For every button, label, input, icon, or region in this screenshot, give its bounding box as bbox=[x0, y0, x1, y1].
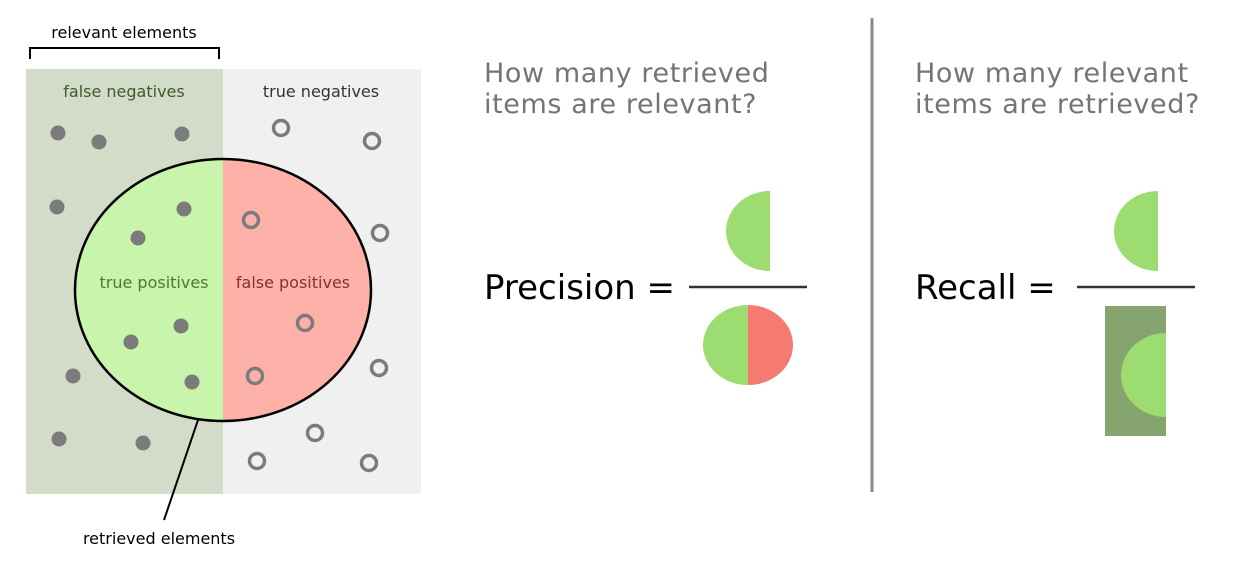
relevant-dot bbox=[174, 126, 190, 142]
false-negatives-label: false negatives bbox=[63, 82, 184, 101]
irrelevant-circle bbox=[295, 313, 315, 333]
recall-question-line1: How many relevant bbox=[915, 58, 1189, 89]
irrelevant-circle bbox=[247, 451, 267, 471]
precision-denominator-false-positives bbox=[748, 305, 793, 385]
relevant-dot bbox=[91, 134, 107, 150]
retrieved-elements-label: retrieved elements bbox=[83, 529, 235, 548]
irrelevant-circle bbox=[245, 366, 265, 386]
recall-question: How many relevant items are retrieved? bbox=[915, 58, 1200, 120]
relevant-dot bbox=[135, 435, 151, 451]
recall-label: Recall = bbox=[915, 268, 1056, 308]
relevant-dot bbox=[50, 125, 66, 141]
precision-denominator-true-positives bbox=[703, 305, 748, 385]
true-negatives-label: true negatives bbox=[263, 82, 379, 101]
relevant-elements-label: relevant elements bbox=[51, 23, 196, 42]
relevant-bracket bbox=[29, 47, 220, 59]
relevant-dot bbox=[130, 230, 146, 246]
irrelevant-circle bbox=[362, 131, 382, 151]
retrieved-pointer-line bbox=[163, 419, 199, 521]
precision-numerator-half-disc bbox=[726, 191, 770, 271]
recall-numerator-half-disc bbox=[1114, 191, 1158, 271]
irrelevant-circle bbox=[241, 210, 261, 230]
relevant-dot bbox=[173, 318, 189, 334]
irrelevant-circle bbox=[369, 358, 389, 378]
precision-question: How many retrieved items are relevant? bbox=[484, 58, 769, 120]
relevant-dot bbox=[49, 199, 65, 215]
irrelevant-circle bbox=[271, 118, 291, 138]
relevant-dot bbox=[123, 334, 139, 350]
precision-panel: Precision = bbox=[484, 191, 807, 385]
irrelevant-circle bbox=[370, 223, 390, 243]
relevant-dot bbox=[51, 431, 67, 447]
precision-label: Precision = bbox=[484, 268, 675, 308]
precision-question-line2: items are relevant? bbox=[484, 89, 758, 120]
precision-question-line1: How many retrieved bbox=[484, 58, 770, 89]
relevant-dot bbox=[65, 368, 81, 384]
recall-question-line2: items are retrieved? bbox=[915, 89, 1200, 120]
recall-panel: Recall = bbox=[915, 191, 1195, 436]
irrelevant-circle bbox=[305, 423, 325, 443]
relevant-items bbox=[49, 125, 200, 451]
relevant-dot bbox=[176, 201, 192, 217]
false-positives-label: false positives bbox=[236, 273, 350, 292]
irrelevant-circle bbox=[359, 453, 379, 473]
left-panel: relevant elements false negatives true n… bbox=[26, 23, 421, 548]
true-positives-label: true positives bbox=[99, 273, 208, 292]
irrelevant-items bbox=[241, 118, 390, 473]
retrieved-ellipse-outline bbox=[73, 157, 373, 423]
recall-denominator-half-disc bbox=[1121, 333, 1166, 417]
relevant-dot bbox=[184, 374, 200, 390]
